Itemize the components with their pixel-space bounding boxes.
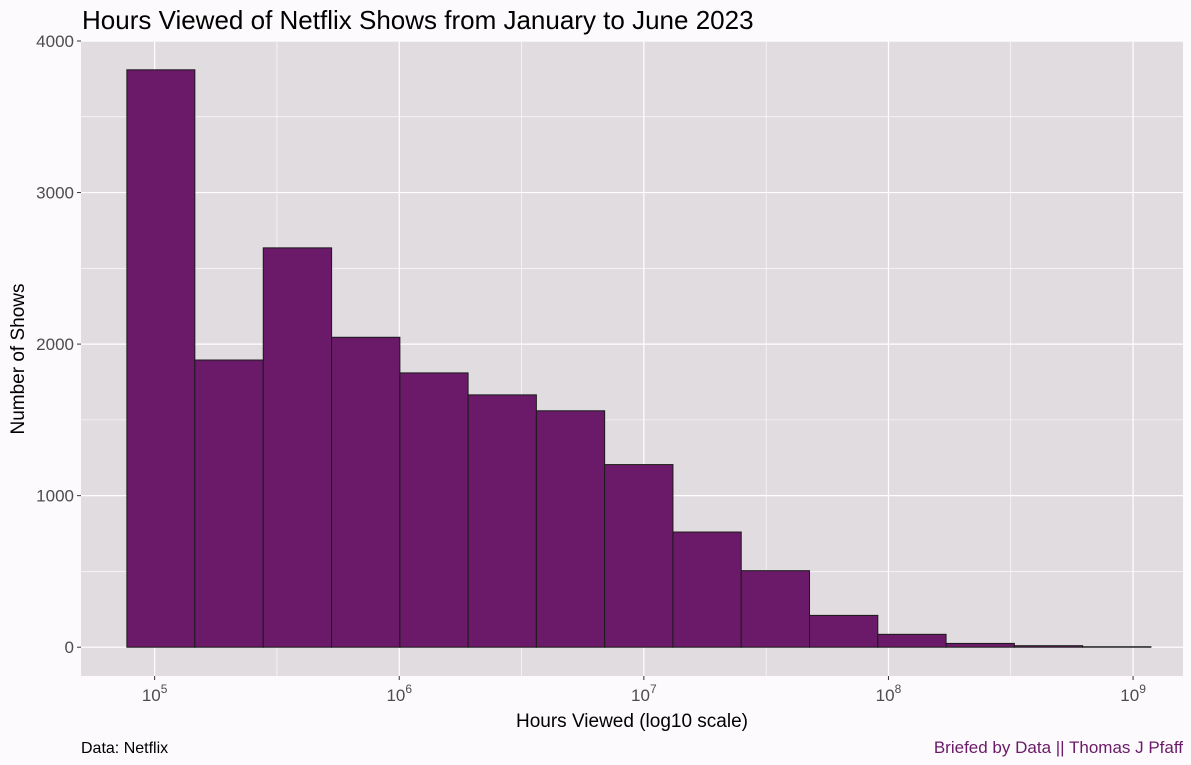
histogram-bar	[945, 642, 1015, 648]
y-axis-label: Number of Shows	[8, 283, 29, 434]
y-tick-label: 2000	[36, 335, 74, 354]
x-tick-label: 109	[1120, 682, 1146, 705]
x-axis: 105 106 107 108 109	[142, 676, 1146, 705]
histogram-bar	[126, 69, 196, 648]
data-source-caption: Data: Netflix	[81, 740, 168, 757]
y-tick-label: 4000	[36, 32, 74, 51]
x-tick-label: 106	[386, 682, 412, 705]
histogram-bar	[1013, 645, 1084, 648]
y-tick-label: 0	[65, 638, 74, 657]
histogram-bar	[331, 336, 401, 648]
histogram-bar	[809, 614, 879, 648]
histogram-bar	[399, 372, 469, 648]
histogram-bar	[535, 410, 606, 648]
histogram-bar	[604, 464, 674, 648]
histogram-bar	[194, 359, 264, 648]
x-tick-label: 108	[876, 682, 902, 705]
y-axis: 0 1000 2000 3000 4000	[36, 32, 81, 657]
chart-title: Hours Viewed of Netflix Shows from Janua…	[82, 5, 754, 35]
y-tick-label: 1000	[36, 487, 74, 506]
x-tick-label: 107	[631, 682, 657, 705]
credit-caption: Briefed by Data || Thomas J Pfaff	[934, 738, 1183, 757]
x-tick-label: 105	[142, 682, 168, 705]
histogram-bars	[126, 69, 1152, 648]
histogram-bar	[672, 531, 742, 648]
histogram-bar	[262, 247, 333, 648]
y-tick-label: 3000	[36, 184, 74, 203]
histogram-bar	[877, 633, 947, 648]
histogram-bar	[740, 570, 811, 648]
x-axis-label: Hours Viewed (log10 scale)	[516, 711, 748, 732]
histogram-bar	[467, 394, 537, 648]
